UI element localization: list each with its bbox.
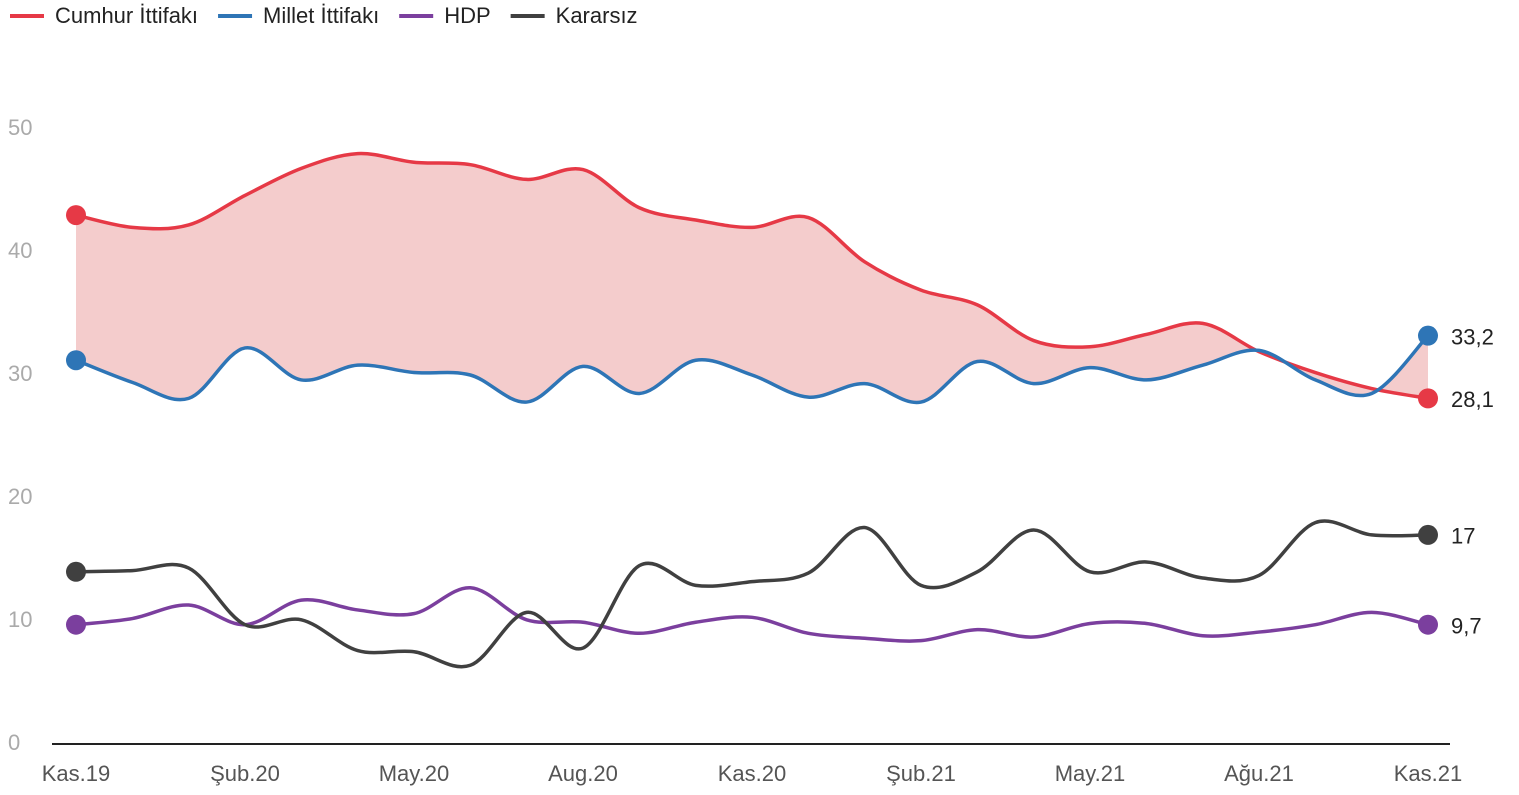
y-tick-label: 40 (8, 238, 32, 263)
value-label: 28,1 (1451, 387, 1494, 412)
end-point (66, 614, 86, 635)
x-tick-label: Kas.19 (42, 761, 111, 786)
end-point (1418, 614, 1438, 635)
x-tick-label: May.20 (379, 761, 450, 786)
y-tick-label: 50 (8, 115, 32, 140)
value-label: 9,7 (1451, 614, 1482, 639)
x-tick-label: May.21 (1055, 761, 1126, 786)
end-point (1418, 524, 1438, 545)
series-line (75, 519, 1429, 669)
legend-label: Kararsız (556, 3, 638, 28)
end-point (66, 350, 86, 371)
legend-label: HDP (444, 3, 490, 28)
x-tick-label: Kas.21 (1394, 761, 1463, 786)
y-tick-label: 0 (8, 730, 20, 755)
end-point (66, 205, 86, 226)
value-label: 17 (1451, 524, 1475, 549)
end-point (66, 561, 86, 582)
x-tick-label: Şub.20 (210, 761, 280, 786)
series-line (75, 586, 1429, 643)
end-point (1418, 325, 1438, 346)
series-line (75, 334, 1430, 405)
legend-label: Cumhur İttifakı (55, 3, 198, 28)
x-tick-label: Kas.20 (718, 761, 787, 786)
x-tick-label: Aug.20 (548, 761, 618, 786)
y-tick-label: 30 (8, 361, 32, 386)
y-tick-label: 20 (8, 484, 32, 509)
x-tick-label: Şub.21 (886, 761, 956, 786)
y-tick-label: 10 (8, 607, 32, 632)
value-label: 33,2 (1451, 324, 1494, 349)
series-line (75, 151, 1429, 401)
legend-label: Millet İttifakı (263, 3, 379, 28)
x-tick-label: Ağu.21 (1224, 761, 1294, 786)
end-point (1418, 388, 1438, 409)
gap-area (76, 153, 1428, 403)
